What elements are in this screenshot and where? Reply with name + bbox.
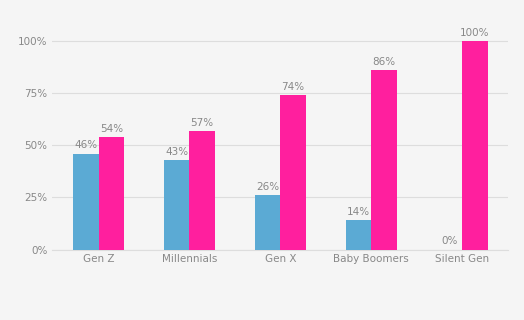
- Text: 54%: 54%: [100, 124, 123, 134]
- Bar: [99, 137, 124, 250]
- Bar: [190, 131, 215, 250]
- Bar: [255, 195, 280, 250]
- Text: 0%: 0%: [441, 236, 457, 246]
- Bar: [164, 160, 190, 250]
- Text: 46%: 46%: [74, 140, 97, 150]
- Bar: [371, 70, 397, 250]
- Text: 26%: 26%: [256, 182, 279, 192]
- Bar: [462, 41, 487, 250]
- Text: 74%: 74%: [281, 82, 304, 92]
- Text: 86%: 86%: [373, 57, 396, 67]
- Bar: [280, 95, 306, 250]
- Text: 100%: 100%: [460, 28, 489, 38]
- Bar: [73, 154, 99, 250]
- Text: 14%: 14%: [347, 207, 370, 217]
- Bar: [346, 220, 371, 250]
- Text: 57%: 57%: [191, 117, 214, 127]
- Text: 43%: 43%: [165, 147, 188, 157]
